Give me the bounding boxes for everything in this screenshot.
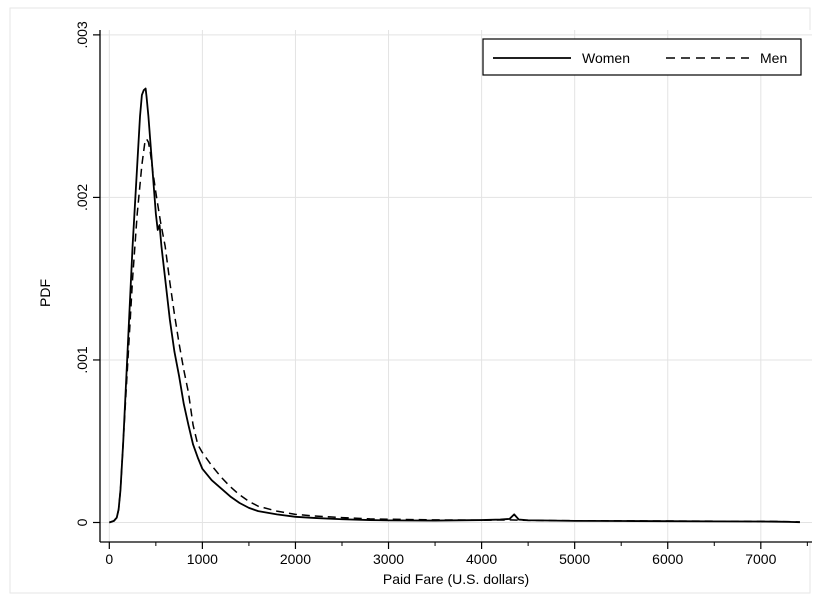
x-tick-label: 6000 [652,551,683,567]
tick-labels: 0 1000 2000 3000 4000 5000 6000 7000 0 .001 .002 .0… [74,21,777,567]
grid-lines [100,30,812,542]
y-tick-label: .003 [74,21,90,48]
y-axis-title: PDF [37,279,53,307]
legend: Women Men [482,38,802,76]
x-tick-label: 1000 [187,551,218,567]
x-tick-label: 4000 [466,551,497,567]
x-tick-label: 7000 [745,551,776,567]
x-tick-label: 0 [105,551,113,567]
tick-marks [93,34,808,549]
x-tick-label: 2000 [280,551,311,567]
x-axis-title: Paid Fare (U.S. dollars) [383,571,529,587]
legend-women-label: Women [582,50,630,66]
series-line-women [109,87,800,524]
y-tick-label: 0 [74,518,90,526]
series-line-men [109,138,800,524]
y-tick-label: .001 [74,346,90,373]
x-tick-label: 3000 [373,551,404,567]
plot-area-background [100,30,812,542]
y-tick-label: .002 [74,184,90,211]
x-tick-label: 5000 [559,551,590,567]
series-lines [109,87,800,524]
legend-box [482,38,802,76]
legend-men-label: Men [760,50,787,66]
